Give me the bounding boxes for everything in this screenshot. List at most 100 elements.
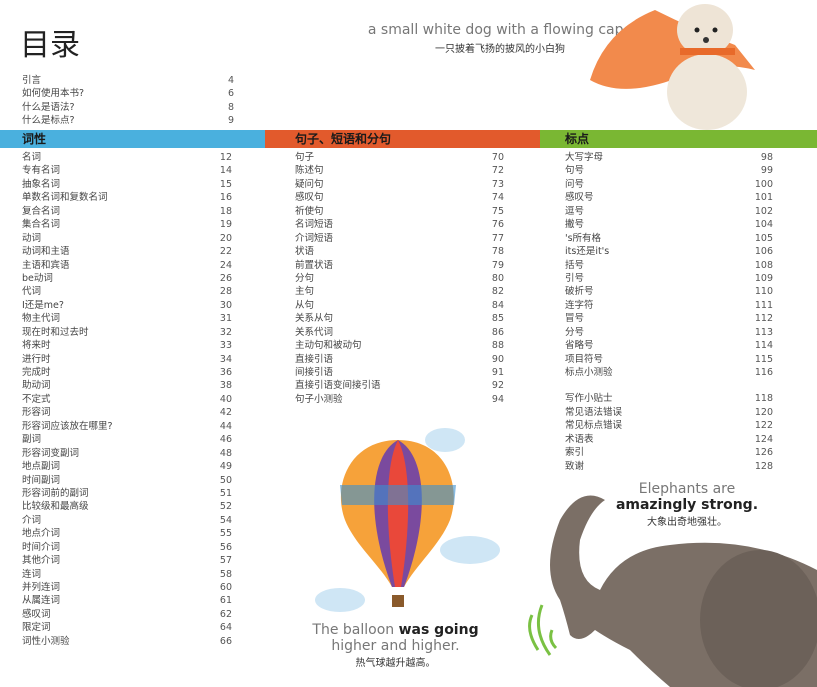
toc-entry-title: 动词 — [22, 232, 42, 244]
toc-entry[interactable]: 抽象名词 15 — [22, 178, 232, 191]
toc-entry[interactable]: 撇号 104 — [565, 218, 773, 231]
toc-entry[interactable]: 其他介词 57 — [22, 554, 232, 567]
toc-entry[interactable]: 感叹词 62 — [22, 608, 232, 621]
toc-entry[interactable]: 常见标点错误 122 — [565, 419, 773, 432]
toc-entry-page: 111 — [754, 299, 773, 311]
toc-entry[interactable]: 将来时 33 — [22, 339, 232, 352]
toc-entry[interactable]: 标点小测验 116 — [565, 366, 773, 379]
toc-entry-page: 114 — [754, 340, 773, 352]
toc-entry[interactable]: 助动词 38 — [22, 379, 232, 392]
toc-entry[interactable]: 形容词 42 — [22, 406, 232, 419]
toc-entry[interactable]: 句子 70 — [295, 151, 504, 164]
toc-entry[interactable]: 专有名词 14 — [22, 164, 232, 177]
toc-entry[interactable]: 陈述句 72 — [295, 164, 504, 177]
toc-entry-title: 状语 — [295, 246, 315, 258]
toc-entry[interactable]: 分号 113 — [565, 326, 773, 339]
toc-entry[interactable]: 术语表 124 — [565, 433, 773, 446]
toc-entry[interactable]: 状语 78 — [295, 245, 504, 258]
toc-entry[interactable]: be动词 26 — [22, 272, 232, 285]
toc-entry[interactable]: 括号 108 — [565, 259, 773, 272]
toc-entry[interactable]: 介词 54 — [22, 514, 232, 527]
balloon-caption-en-b: was going — [398, 622, 479, 638]
toc-entry[interactable]: 主句 82 — [295, 285, 504, 298]
toc-entry[interactable]: 连词 58 — [22, 568, 232, 581]
toc-entry[interactable]: 介词短语 77 — [295, 232, 504, 245]
toc-entry[interactable]: 项目符号 115 — [565, 353, 773, 366]
toc-entry[interactable]: 现在时和过去时 32 — [22, 326, 232, 339]
toc-entry[interactable]: 副词 46 — [22, 433, 232, 446]
toc-entry[interactable]: 祈使句 75 — [295, 205, 504, 218]
toc-entry-page: 99 — [760, 165, 773, 177]
toc-entry[interactable]: 动词 20 — [22, 232, 232, 245]
toc-entry[interactable]: 时间介词 56 — [22, 541, 232, 554]
toc-entry[interactable]: 进行时 34 — [22, 353, 232, 366]
toc-entry-page: 79 — [491, 259, 504, 271]
toc-entry-title: 副词 — [22, 434, 42, 446]
toc-entry[interactable]: 句子小测验 94 — [295, 393, 504, 406]
toc-entry[interactable]: 形容词应该放在哪里? 44 — [22, 420, 232, 433]
toc-entry[interactable]: 名词短语 76 — [295, 218, 504, 231]
toc-entry[interactable]: 不定式 40 — [22, 393, 232, 406]
toc-entry[interactable]: 冒号 112 — [565, 312, 773, 325]
toc-entry[interactable]: 关系从句 85 — [295, 312, 504, 325]
toc-entry-title: 冒号 — [565, 313, 585, 325]
toc-entry[interactable]: 分句 80 — [295, 272, 504, 285]
toc-entry[interactable]: 名词 12 — [22, 151, 232, 164]
toc-entry[interactable]: 大写字母 98 — [565, 151, 773, 164]
toc-entry[interactable]: 单数名词和复数名词 16 — [22, 191, 232, 204]
toc-entry[interactable]: 间接引语 91 — [295, 366, 504, 379]
toc-entry[interactable]: 感叹句 74 — [295, 191, 504, 204]
toc-entry[interactable]: 从属连词 61 — [22, 594, 232, 607]
toc-entry[interactable]: 代词 28 — [22, 285, 232, 298]
toc-entry[interactable]: 关系代词 86 — [295, 326, 504, 339]
toc-entry-title: 现在时和过去时 — [22, 326, 89, 338]
toc-entry[interactable]: 前置状语 79 — [295, 259, 504, 272]
toc-entry[interactable]: 's所有格 105 — [565, 232, 773, 245]
toc-entry[interactable]: 形容词前的副词 51 — [22, 487, 232, 500]
toc-entry[interactable]: 并列连词 60 — [22, 581, 232, 594]
toc-entry[interactable]: 从句 84 — [295, 299, 504, 312]
toc-entry[interactable]: 什么是语法? 8 — [22, 101, 234, 114]
toc-entry[interactable]: 物主代词 31 — [22, 312, 232, 325]
toc-entry[interactable]: I还是me? 30 — [22, 299, 232, 312]
toc-entry[interactable]: 动词和主语 22 — [22, 245, 232, 258]
toc-entry-title: 物主代词 — [22, 313, 61, 325]
toc-entry[interactable]: 直接引语 90 — [295, 353, 504, 366]
toc-entry[interactable]: 比较级和最高级 52 — [22, 500, 232, 513]
toc-entry[interactable]: 写作小贴士 118 — [565, 392, 773, 405]
toc-entry[interactable]: 引号 109 — [565, 272, 773, 285]
toc-entry[interactable]: 形容词变副词 48 — [22, 447, 232, 460]
toc-entry[interactable]: 问号 100 — [565, 178, 773, 191]
toc-entry[interactable]: 索引 126 — [565, 446, 773, 459]
toc-entry[interactable]: 直接引语变间接引语 92 — [295, 379, 504, 392]
toc-entry[interactable]: 地点副词 49 — [22, 460, 232, 473]
toc-entry[interactable]: 主语和宾语 24 — [22, 259, 232, 272]
toc-entry[interactable]: 省略号 114 — [565, 339, 773, 352]
toc-entry[interactable]: 致谢 128 — [565, 460, 773, 473]
toc-entry[interactable]: 集合名词 19 — [22, 218, 232, 231]
toc-entry-title: 省略号 — [565, 340, 594, 352]
toc-entry[interactable]: 词性小测验 66 — [22, 635, 232, 648]
toc-entry[interactable]: 破折号 110 — [565, 285, 773, 298]
toc-entry-page: 38 — [219, 380, 232, 392]
toc-entry[interactable]: 引言 4 — [22, 74, 234, 87]
toc-entry[interactable]: 什么是标点? 9 — [22, 114, 234, 127]
toc-entry[interactable]: 复合名词 18 — [22, 205, 232, 218]
toc-entry[interactable]: 逗号 102 — [565, 205, 773, 218]
toc-entry[interactable]: its还是it's 106 — [565, 245, 773, 258]
toc-entry-title: 比较级和最高级 — [22, 501, 89, 513]
toc-entry[interactable]: 感叹号 101 — [565, 191, 773, 204]
toc-entry[interactable]: 限定词 64 — [22, 621, 232, 634]
toc-entry[interactable]: 地点介词 55 — [22, 527, 232, 540]
toc-entry[interactable]: 连字符 111 — [565, 299, 773, 312]
toc-entry[interactable]: 疑问句 73 — [295, 178, 504, 191]
toc-entry[interactable]: 如何使用本书? 6 — [22, 87, 234, 100]
toc-entry[interactable]: 主动句和被动句 88 — [295, 339, 504, 352]
toc-entry[interactable]: 句号 99 — [565, 164, 773, 177]
toc-entry-title: 写作小贴士 — [565, 393, 613, 405]
toc-entry[interactable]: 时间副词 50 — [22, 474, 232, 487]
toc-entry[interactable]: 常见语法错误 120 — [565, 406, 773, 419]
toc-entry[interactable]: 完成时 36 — [22, 366, 232, 379]
toc-entry-title: 将来时 — [22, 340, 51, 352]
